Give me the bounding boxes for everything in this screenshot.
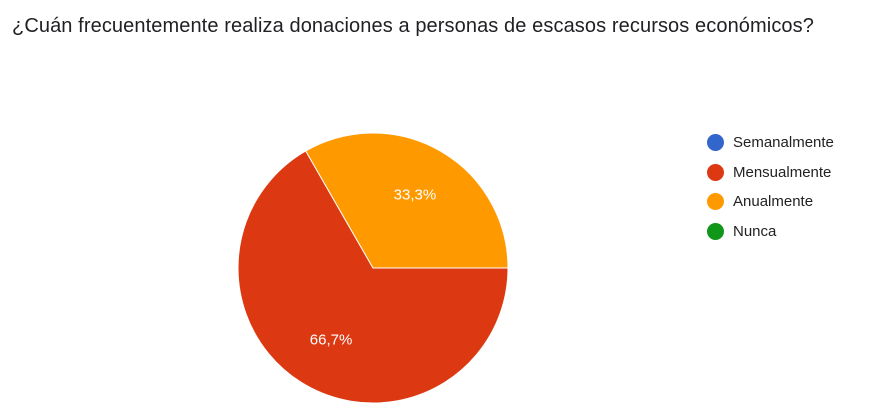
pie-slices: [237, 132, 509, 404]
pie-slice-anualmente: [305, 132, 509, 269]
legend-label: Semanalmente: [733, 134, 834, 152]
legend-item-mensualmente: Mensualmente: [707, 158, 834, 188]
slice-label-anualmente: 33,3%: [394, 187, 437, 204]
legend-swatch: [707, 163, 724, 181]
legend-swatch: [707, 222, 724, 240]
chart-legend: Semanalmente Mensualmente Anualmente Nunca: [707, 128, 834, 246]
legend-swatch: [707, 193, 724, 211]
legend-item-semanalmente: Semanalmente: [707, 128, 834, 158]
pie-slice-mensualmente: [237, 150, 509, 404]
question-title: ¿Cuán frecuentemente realiza donaciones …: [12, 15, 814, 37]
slice-label-mensualmente: 66,7%: [310, 331, 353, 348]
legend-item-anualmente: Anualmente: [707, 187, 834, 217]
legend-label: Nunca: [733, 222, 777, 240]
legend-label: Anualmente: [733, 193, 814, 211]
legend-swatch: [707, 134, 724, 152]
legend-item-nunca: Nunca: [707, 217, 834, 247]
legend-label: Mensualmente: [733, 163, 832, 181]
pie-labels: 66,7% 33,3%: [310, 187, 436, 349]
